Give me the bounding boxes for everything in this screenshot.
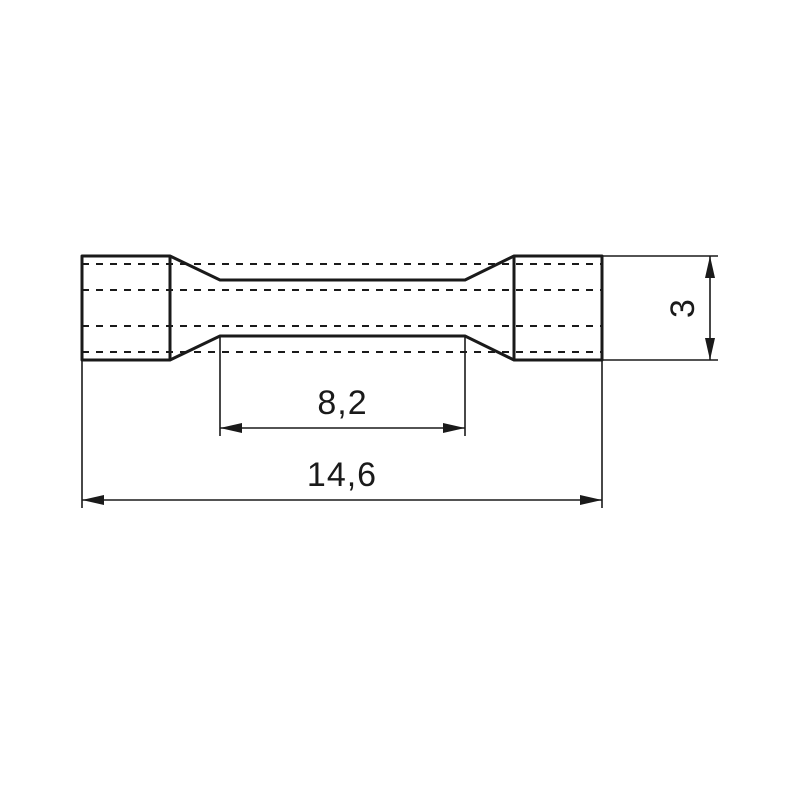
dim-arrow — [705, 256, 715, 278]
dim-label: 8,2 — [317, 384, 367, 422]
part-outline — [82, 256, 602, 360]
dim-arrow — [580, 495, 602, 505]
dim-label: 14,6 — [307, 456, 377, 494]
dim-arrow — [220, 423, 242, 433]
dim-arrow — [705, 338, 715, 360]
dim-label: 3 — [664, 298, 702, 318]
dim-arrow — [443, 423, 465, 433]
technical-drawing: 14,6 8,2 3 — [0, 0, 800, 800]
dim-arrow — [82, 495, 104, 505]
